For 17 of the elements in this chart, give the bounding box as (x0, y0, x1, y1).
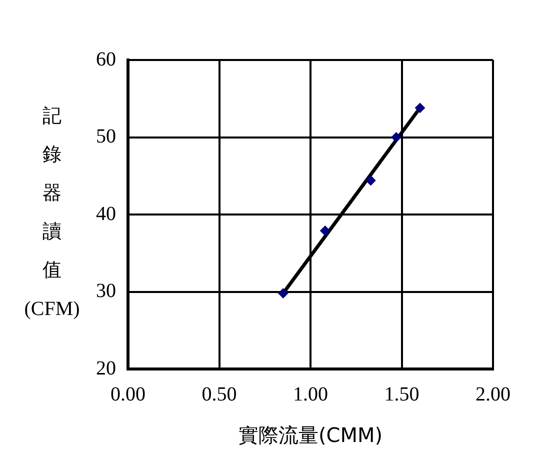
point (415, 102, 425, 113)
point (278, 288, 288, 298)
y-axis-title: 記錄器讀值(CFM) (24, 104, 80, 320)
point (320, 226, 330, 236)
x-tick-label: 0.50 (202, 383, 237, 406)
y-tick-label: 20 (96, 357, 116, 380)
point (391, 132, 402, 142)
x-tick-label: 1.50 (384, 383, 420, 406)
y-tick-label: 50 (96, 126, 116, 148)
x-tick-label: 2.00 (476, 383, 510, 406)
x-tick-label: 1.00 (293, 383, 328, 406)
x-tick-label: 0.00 (110, 383, 146, 406)
y-tick-label: 60 (96, 48, 116, 70)
y-tick-label: 30 (96, 280, 116, 302)
point (366, 176, 376, 186)
y-tick-label: 40 (96, 202, 116, 225)
x-axis-title: 實際流量(CMM) (238, 423, 383, 448)
